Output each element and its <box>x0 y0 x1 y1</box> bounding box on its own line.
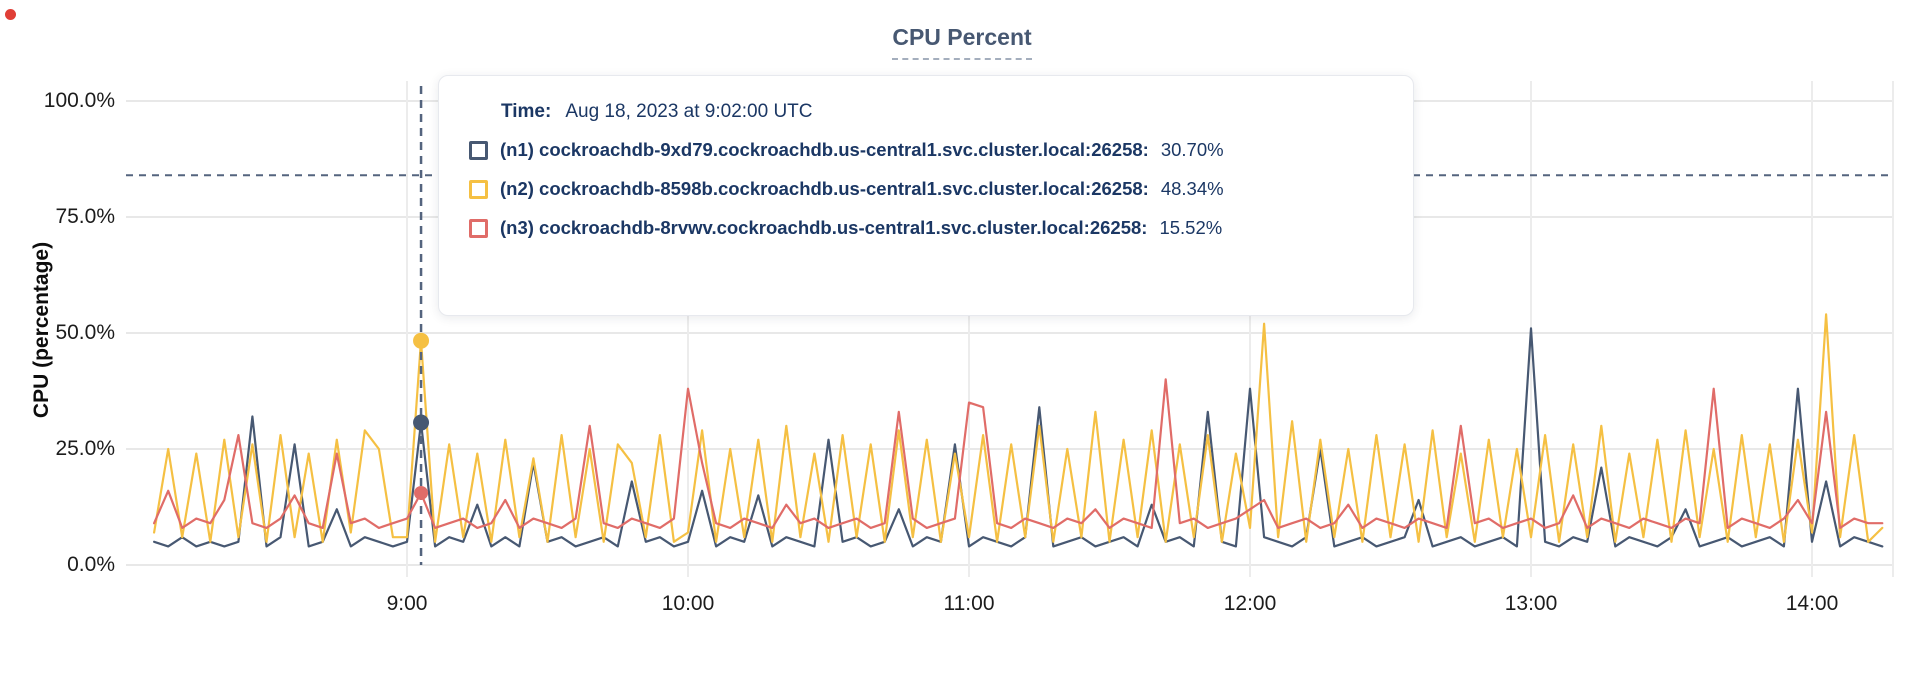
x-tick-10:00: 10:00 <box>661 592 715 615</box>
series-line-n3 <box>153 378 1884 530</box>
series-line-n1 <box>153 327 1884 548</box>
hover-tooltip: Time: Aug 18, 2023 at 9:02:00 UTC (n1) co… <box>438 75 1414 316</box>
y-tick-50.0%: 50.0% <box>55 321 115 344</box>
x-tick-11:00: 11:00 <box>943 592 995 615</box>
y-tick-25.0%: 25.0% <box>55 437 115 460</box>
tooltip-time-row: Time: Aug 18, 2023 at 9:02:00 UTC <box>501 100 1385 124</box>
series-swatch-icon-n2 <box>469 179 488 199</box>
tooltip-time-label: Time: <box>501 101 552 122</box>
tooltip-series-value-n3: 15.52% <box>1159 217 1223 238</box>
chart-title-text[interactable]: CPU Percent <box>892 24 1032 60</box>
y-tick-75.0%: 75.0% <box>55 205 115 228</box>
y-tick-100.0%: 100.0% <box>43 89 115 112</box>
recording-dot <box>5 9 16 20</box>
tooltip-series-value-n1: 30.70% <box>1160 139 1224 160</box>
chart-title: CPU Percent <box>0 24 1924 60</box>
x-tick-14:00: 14:00 <box>1785 592 1839 615</box>
tooltip-row-n1: (n1) cockroachdb-9xd79.cockroachdb.us-ce… <box>469 138 1385 162</box>
hover-point-n1 <box>413 414 430 431</box>
x-tick-12:00: 12:00 <box>1223 592 1277 615</box>
hover-point-n3 <box>414 485 429 500</box>
tooltip-series-label-n1: (n1) cockroachdb-9xd79.cockroachdb.us-ce… <box>500 139 1149 160</box>
tooltip-time-value: Aug 18, 2023 at 9:02:00 UTC <box>565 101 813 122</box>
series-line-n2 <box>153 313 1884 543</box>
tooltip-series-label-n2: (n2) cockroachdb-8598b.cockroachdb.us-ce… <box>500 178 1149 199</box>
tooltip-series-label-n3: (n3) cockroachdb-8rvwv.cockroachdb.us-ce… <box>500 217 1148 238</box>
tooltip-row-n3: (n3) cockroachdb-8rvwv.cockroachdb.us-ce… <box>469 216 1385 240</box>
hover-point-n2 <box>413 332 430 349</box>
series-swatch-icon-n3 <box>469 218 488 238</box>
tooltip-row-n2: (n2) cockroachdb-8598b.cockroachdb.us-ce… <box>469 177 1385 201</box>
y-tick-0.0%: 0.0% <box>67 553 115 576</box>
series-swatch-icon-n1 <box>469 140 488 160</box>
tooltip-series-rows: (n1) cockroachdb-9xd79.cockroachdb.us-ce… <box>469 138 1385 240</box>
x-tick-13:00: 13:00 <box>1504 592 1558 615</box>
tooltip-series-value-n2: 48.34% <box>1160 178 1224 199</box>
x-tick-9:00: 9:00 <box>386 592 428 615</box>
